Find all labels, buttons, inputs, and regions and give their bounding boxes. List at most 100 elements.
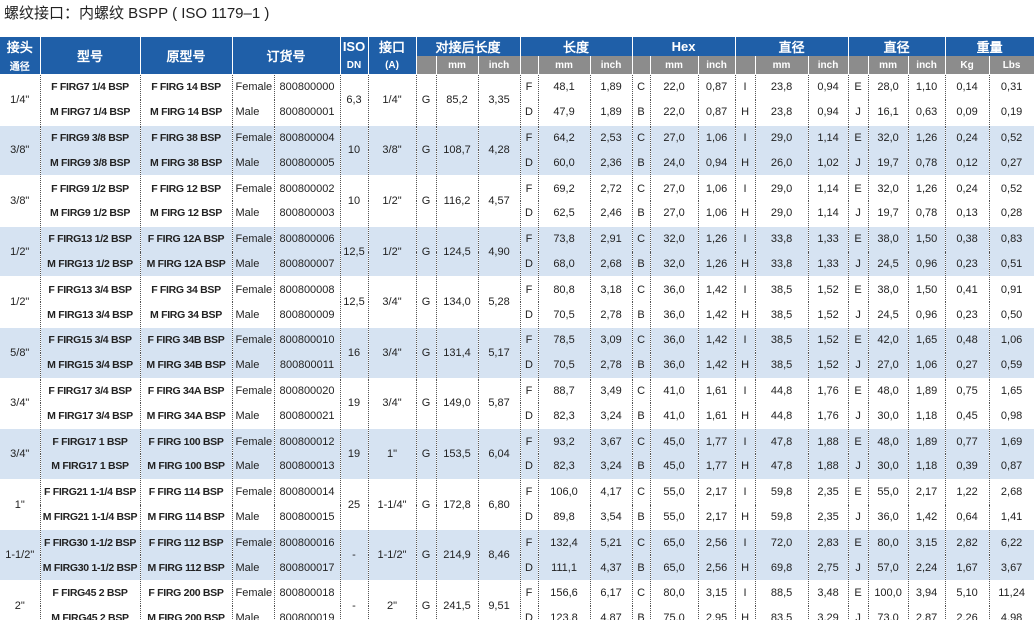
header-cell: 直径 [848,37,946,56]
weight-kg: 0,39 [945,453,990,480]
dia2-inch: 1,89 [908,428,946,454]
length-mm: 108,7 [436,124,479,176]
hex-letter: C [632,529,651,556]
gender: Male [232,302,275,328]
dia2-mm: 38,0 [868,276,909,303]
thread: 1/4" [368,74,417,126]
model: M FIRG45 2 BSP [40,605,141,620]
dia2-mm: 27,0 [868,352,909,379]
dia2-inch: 2,24 [908,555,946,581]
dia1-inch: 1,88 [808,453,849,480]
weight-kg: 5,10 [945,579,990,606]
dia1-mm: 44,8 [755,377,809,404]
order-number: 800800009 [274,302,341,328]
gender: Female [232,124,275,151]
length-mm: 89,8 [538,504,591,530]
length-letter: F [520,175,539,201]
header-cell: Kg [945,56,990,75]
weight-kg: 0,23 [945,251,990,277]
dia1-mm: 38,5 [755,276,809,303]
header-cell: mm [650,56,699,75]
dia1-letter: H [735,200,756,227]
gender: Female [232,276,275,303]
dia2-letter: E [848,326,869,353]
order-number: 800800020 [274,377,341,404]
length-mm: 124,5 [436,225,479,277]
thread-type: G [416,326,437,379]
weight-kg: 0,41 [945,276,990,303]
hex-inch: 1,26 [698,251,736,277]
size: 3/8" [0,175,41,227]
dia1-letter: I [735,529,756,556]
dia2-letter: J [848,251,869,277]
weight-lbs: 2,68 [989,478,1034,505]
dia1-inch: 1,14 [808,124,849,151]
length-mm: 123,8 [538,605,591,620]
gender: Male [232,352,275,379]
header-blank [520,56,539,75]
page-title: 螺纹接口：内螺纹 BSPP ( ISO 1179–1 ) [4,5,270,22]
original-model: F FIRG 12A BSP [140,225,233,252]
hex-inch: 1,42 [698,276,736,303]
dia1-mm: 29,0 [755,124,809,151]
dia2-mm: 80,0 [868,529,909,556]
hex-letter: B [632,453,651,480]
hex-mm: 32,0 [650,251,699,277]
table-row: M FIRG9 1/2 BSP M FIRG 12 BSP Male 80080000… [0,200,1034,227]
gender: Male [232,555,275,581]
weight-kg: 0,24 [945,124,990,151]
dia1-letter: I [735,428,756,454]
original-model: F FIRG 34 BSP [140,276,233,303]
model: M FIRG13 1/2 BSP [40,251,141,277]
thread: 1/2" [368,175,417,227]
weight-kg: 0,64 [945,504,990,530]
length-inch: 3,09 [590,326,633,353]
original-model: M FIRG 14 BSP [140,99,233,126]
header-row: 通径 DN (A) mm inch mm inch mm inch mm inch mm inch Kg L… [0,56,1034,75]
dia2-mm: 55,0 [868,478,909,505]
header-cell: 重量 [945,37,1034,56]
dia2-mm: 48,0 [868,428,909,454]
weight-kg: 0,23 [945,302,990,328]
header-cell: Hex [632,37,736,56]
weight-kg: 1,67 [945,555,990,581]
weight-lbs: 4,98 [989,605,1034,620]
length-letter: D [520,352,539,379]
length-inch: 4,37 [590,555,633,581]
dia1-mm: 44,8 [755,403,809,429]
length-mm: 111,1 [538,555,591,581]
length-letter: F [520,276,539,303]
dia2-inch: 1,65 [908,326,946,353]
length-mm: 62,5 [538,200,591,227]
dia1-letter: I [735,124,756,151]
hex-mm: 41,0 [650,377,699,404]
weight-kg: 0,38 [945,225,990,252]
weight-lbs: 1,69 [989,428,1034,454]
dia1-inch: 2,75 [808,555,849,581]
hex-letter: C [632,225,651,252]
dia1-mm: 33,8 [755,225,809,252]
length-letter: D [520,453,539,480]
dia2-letter: J [848,150,869,176]
hex-inch: 2,56 [698,555,736,581]
gender: Male [232,504,275,530]
dia2-inch: 1,42 [908,504,946,530]
length-inch: 9,51 [478,579,521,620]
hex-inch: 1,61 [698,377,736,404]
table-row: M FIRG13 1/2 BSP M FIRG 12A BSP Male 800800… [0,251,1034,277]
dia2-mm: 100,0 [868,579,909,606]
dia2-mm: 19,7 [868,150,909,176]
order-number: 800800006 [274,225,341,252]
dia2-inch: 1,89 [908,377,946,404]
dia1-inch: 3,29 [808,605,849,620]
hex-inch: 2,95 [698,605,736,620]
length-mm: 70,5 [538,302,591,328]
table-row: M FIRG17 1 BSP M FIRG 100 BSP Male 80080001… [0,453,1034,480]
order-number: 800800012 [274,428,341,454]
thread: 1-1/4" [368,478,417,530]
header-cell: inch [908,56,946,75]
original-model: F FIRG 112 BSP [140,529,233,556]
order-number: 800800016 [274,529,341,556]
table-row: 1/2" F FIRG13 3/4 BSP F FIRG 34 BSP Female 8… [0,276,1034,328]
dia2-letter: J [848,403,869,429]
